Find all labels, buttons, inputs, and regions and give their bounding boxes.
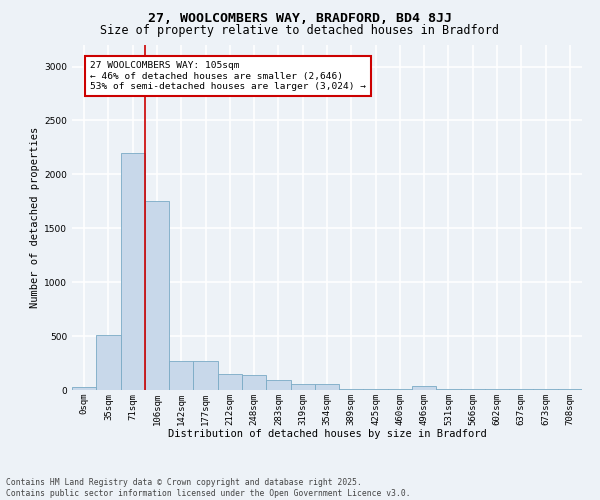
Bar	[96, 335, 121, 390]
Bar	[412, 386, 436, 390]
Text: 27, WOOLCOMBERS WAY, BRADFORD, BD4 8JJ: 27, WOOLCOMBERS WAY, BRADFORD, BD4 8JJ	[148, 12, 452, 26]
X-axis label: Distribution of detached houses by size in Bradford: Distribution of detached houses by size …	[167, 429, 487, 439]
Bar	[266, 380, 290, 390]
Bar	[290, 384, 315, 390]
Y-axis label: Number of detached properties: Number of detached properties	[30, 127, 40, 308]
Bar	[72, 387, 96, 390]
Text: Size of property relative to detached houses in Bradford: Size of property relative to detached ho…	[101, 24, 499, 37]
Bar	[169, 361, 193, 390]
Text: Contains HM Land Registry data © Crown copyright and database right 2025.
Contai: Contains HM Land Registry data © Crown c…	[6, 478, 410, 498]
Text: 27 WOOLCOMBERS WAY: 105sqm
← 46% of detached houses are smaller (2,646)
53% of s: 27 WOOLCOMBERS WAY: 105sqm ← 46% of deta…	[90, 61, 366, 91]
Bar	[145, 202, 169, 390]
Bar	[242, 375, 266, 390]
Bar	[193, 362, 218, 390]
Bar	[218, 374, 242, 390]
Bar	[121, 153, 145, 390]
Bar	[315, 384, 339, 390]
